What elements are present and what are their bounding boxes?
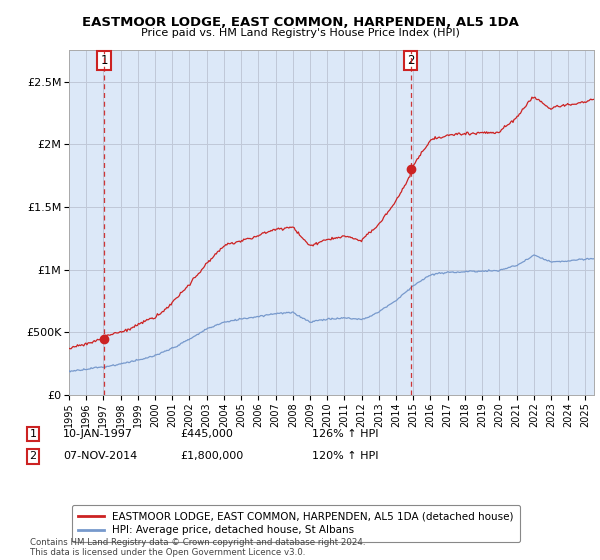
Legend: EASTMOOR LODGE, EAST COMMON, HARPENDEN, AL5 1DA (detached house), HPI: Average p: EASTMOOR LODGE, EAST COMMON, HARPENDEN, …	[71, 505, 520, 542]
Text: 1: 1	[29, 429, 37, 439]
Text: 2: 2	[29, 451, 37, 461]
Text: 10-JAN-1997: 10-JAN-1997	[63, 429, 133, 439]
Text: EASTMOOR LODGE, EAST COMMON, HARPENDEN, AL5 1DA: EASTMOOR LODGE, EAST COMMON, HARPENDEN, …	[82, 16, 518, 29]
Text: 2: 2	[407, 54, 415, 67]
Text: 120% ↑ HPI: 120% ↑ HPI	[312, 451, 379, 461]
Text: Contains HM Land Registry data © Crown copyright and database right 2024.
This d: Contains HM Land Registry data © Crown c…	[30, 538, 365, 557]
Text: 1: 1	[100, 54, 108, 67]
Text: Price paid vs. HM Land Registry's House Price Index (HPI): Price paid vs. HM Land Registry's House …	[140, 28, 460, 38]
Text: 126% ↑ HPI: 126% ↑ HPI	[312, 429, 379, 439]
Text: 07-NOV-2014: 07-NOV-2014	[63, 451, 137, 461]
Text: £445,000: £445,000	[180, 429, 233, 439]
Text: £1,800,000: £1,800,000	[180, 451, 243, 461]
